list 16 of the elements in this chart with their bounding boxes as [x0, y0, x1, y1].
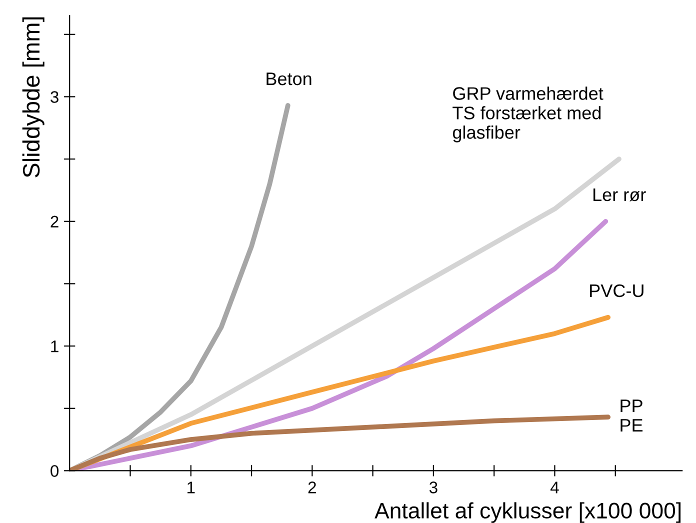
- x-tick-label: 3: [429, 482, 438, 494]
- y-tick-label: 2: [50, 216, 58, 228]
- y-axis-title: Sliddybde [mm]: [22, 17, 44, 178]
- x-tick-label: 2: [308, 482, 316, 494]
- x-tick-label: 4: [550, 482, 559, 494]
- series-label: PVC-U: [590, 284, 644, 298]
- series-label: Ler rør: [594, 188, 646, 202]
- series-label: Beton: [266, 72, 312, 86]
- x-tick-label: 1: [188, 482, 195, 494]
- series-label: GRP varmehærdet TS forstærket med glasfiber: [452, 86, 604, 142]
- x-axis-title: Antallet af cyklusser [x100 000]: [374, 502, 681, 523]
- y-tick-label: 0: [50, 465, 59, 477]
- series-label: PP PE: [620, 400, 643, 432]
- y-tick-label: 3: [50, 91, 58, 103]
- line-series: [70, 414, 611, 471]
- y-tick-label: 1: [51, 340, 58, 352]
